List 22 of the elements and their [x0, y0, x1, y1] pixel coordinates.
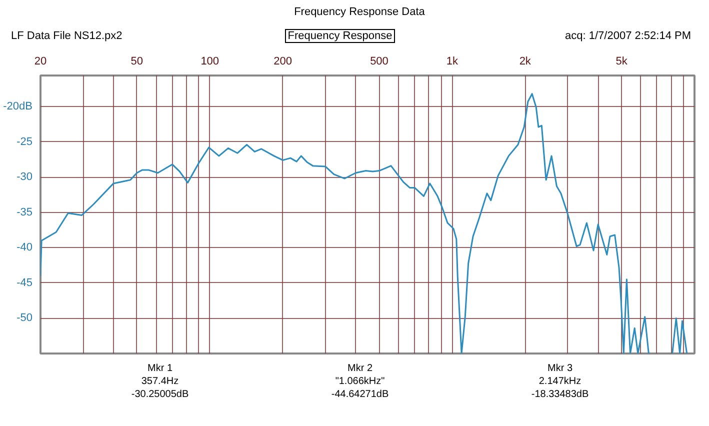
x-tick-label: 5k: [616, 56, 628, 68]
text: Mkr 3 2.147kHz -18.33483dB: [531, 362, 589, 401]
x-tick-label: 20: [34, 56, 47, 68]
y-tick-label: -25: [16, 136, 33, 148]
x-tick-label: 500: [370, 56, 388, 68]
y-tick-label: -50: [16, 312, 33, 324]
y-tick-label: -45: [16, 276, 33, 289]
text: Mkr 2 "1.066kHz" -44.64271dB: [331, 362, 389, 401]
x-tick-label: 200: [274, 56, 292, 68]
x-tick-label: 100: [200, 56, 220, 68]
chart-subtitle: Frequency Response: [284, 29, 396, 43]
x-tick-label: 50: [130, 56, 144, 68]
x-tick-label: 2k: [519, 56, 532, 68]
text: LF Data File NS12.px2: [11, 29, 122, 44]
y-tick-label: -20dB: [3, 100, 33, 113]
chart-title: Frequency Response Data: [294, 5, 425, 20]
x-tick-label: 1k: [446, 56, 458, 68]
text: Mkr 1 357.4Hz -30.25005dB: [131, 362, 189, 401]
y-tick-label: -40: [16, 242, 33, 254]
y-tick-label: -30: [16, 171, 33, 184]
text: acq: 1/7/2007 2:52:14 PM: [565, 29, 691, 44]
y-tick-label: -35: [16, 206, 33, 218]
